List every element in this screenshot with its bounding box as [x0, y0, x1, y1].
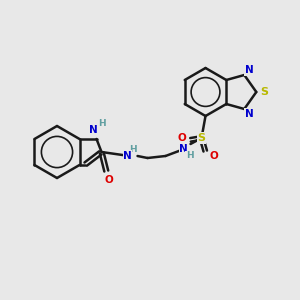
Text: N: N: [245, 65, 254, 75]
Text: H: H: [129, 146, 136, 154]
Text: S: S: [260, 87, 268, 97]
Text: O: O: [177, 133, 186, 143]
Text: H: H: [98, 119, 105, 128]
Text: O: O: [104, 175, 113, 185]
Text: N: N: [245, 109, 254, 119]
Text: H: H: [186, 152, 193, 160]
Text: S: S: [197, 133, 206, 143]
Text: N: N: [123, 151, 132, 161]
Text: O: O: [209, 151, 218, 161]
Text: N: N: [89, 125, 98, 135]
Text: N: N: [179, 144, 188, 154]
